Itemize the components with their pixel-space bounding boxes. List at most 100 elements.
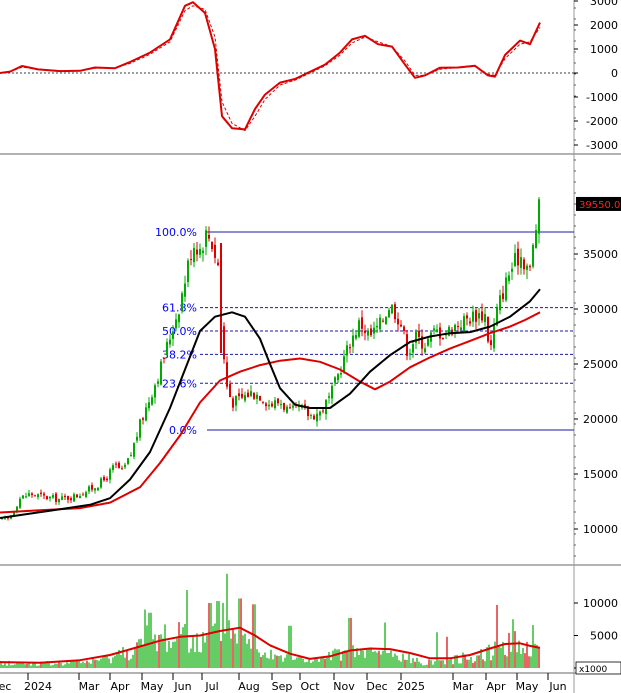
volume-bar — [104, 656, 106, 668]
volume-bar — [220, 640, 222, 668]
volume-bar — [320, 657, 322, 668]
price-tick-label: 15000 — [583, 468, 618, 481]
price-candle-up — [124, 464, 126, 468]
volume-bar — [268, 658, 270, 668]
volume-bar — [490, 660, 492, 668]
volume-bar — [460, 663, 462, 668]
volume-bar — [390, 650, 392, 668]
price-candle-down — [262, 401, 264, 403]
volume-bar — [218, 601, 220, 668]
indicator-series-line — [0, 1, 541, 131]
price-candle-down — [115, 463, 117, 465]
price-candle-down — [103, 476, 105, 481]
volume-bar — [316, 656, 318, 668]
volume-bar — [12, 665, 14, 668]
x-tick-label: Apr — [110, 680, 130, 693]
volume-bar — [394, 653, 396, 668]
price-candle-up — [448, 326, 450, 336]
volume-bar — [44, 662, 46, 668]
volume-bar — [238, 598, 240, 668]
price-tick-label: 10000 — [583, 523, 618, 536]
price-candle-up — [388, 310, 390, 318]
indicator-series-signal — [0, 5, 541, 132]
price-candle-up — [10, 516, 12, 519]
volume-bar — [14, 664, 16, 668]
price-candle-down — [523, 259, 525, 270]
volume-bar — [64, 664, 66, 668]
volume-bar — [448, 659, 450, 668]
price-tick-label: 35000 — [583, 248, 618, 261]
price-candle-up — [316, 413, 318, 422]
indicator-tick-label: -3000 — [586, 139, 618, 152]
volume-bar — [116, 653, 118, 668]
price-candle-up — [94, 488, 96, 491]
x-tick-label: Sep — [272, 680, 293, 693]
volume-bar — [154, 634, 156, 668]
volume-bar — [478, 655, 480, 668]
price-candle-down — [289, 407, 291, 409]
fibonacci-label: 38.2% — [162, 348, 197, 361]
price-tick-label: 25000 — [583, 358, 618, 371]
volume-bar — [276, 655, 278, 668]
price-candle-up — [22, 495, 24, 499]
volume-bar — [214, 623, 216, 668]
volume-units-label: x1000 — [579, 665, 608, 675]
volume-bar — [196, 633, 198, 668]
price-candle-up — [187, 260, 189, 283]
volume-bar — [450, 657, 452, 668]
volume-bar — [234, 633, 236, 668]
volume-bar — [90, 663, 92, 668]
volume-bar — [456, 654, 458, 668]
price-candle-down — [277, 398, 279, 404]
volume-bar — [314, 657, 316, 668]
volume-bar — [186, 590, 188, 668]
price-candle-up — [172, 331, 174, 339]
price-candle-down — [313, 415, 315, 420]
volume-bar — [256, 649, 258, 668]
volume-bar — [304, 662, 306, 668]
volume-bar — [124, 657, 126, 668]
price-candle-up — [280, 404, 282, 406]
volume-bar — [486, 647, 488, 668]
volume-bar — [126, 650, 128, 668]
volume-bar — [206, 635, 208, 668]
volume-bar — [42, 663, 44, 668]
price-panel: 35000 30000 25000 20000 15000 10000 100.0% 61.8… — [0, 159, 621, 557]
price-candle-up — [244, 395, 246, 401]
volume-bar — [152, 639, 154, 668]
volume-bar — [22, 661, 24, 668]
price-candle-up — [85, 492, 87, 497]
indicator-panel: 3000 2000 1000 0 -1000 -2000 -3000 — [0, 0, 618, 152]
volume-bar — [274, 654, 276, 668]
price-candle-down — [229, 383, 231, 398]
volume-bar — [112, 657, 114, 668]
price-candle-down — [82, 494, 84, 496]
volume-bar — [282, 661, 284, 668]
price-candles — [1, 196, 540, 521]
volume-bar — [130, 658, 132, 668]
indicator-tick-label: 3000 — [590, 0, 618, 8]
x-tick-label: May — [141, 680, 164, 693]
volume-bar — [348, 617, 350, 668]
volume-bar — [312, 661, 314, 668]
volume-bar — [28, 662, 30, 668]
price-candle-up — [169, 339, 171, 345]
price-candle-up — [376, 325, 378, 328]
price-candle-up — [331, 385, 333, 399]
price-candle-down — [46, 496, 48, 499]
price-candle-up — [49, 496, 51, 499]
volume-bar — [54, 663, 56, 668]
price-candle-up — [385, 316, 387, 325]
volume-bar — [6, 665, 8, 668]
fibonacci-label: 50.0% — [162, 325, 197, 338]
indicator-tick-label: 1000 — [590, 43, 618, 56]
price-candle-down — [118, 462, 120, 469]
volume-bar — [184, 623, 186, 668]
volume-bar — [2, 665, 4, 668]
volume-bar — [216, 601, 218, 668]
price-candle-down — [397, 318, 399, 325]
price-candle-up — [127, 458, 129, 464]
price-candle-up — [193, 248, 195, 263]
volume-bar — [236, 643, 238, 668]
